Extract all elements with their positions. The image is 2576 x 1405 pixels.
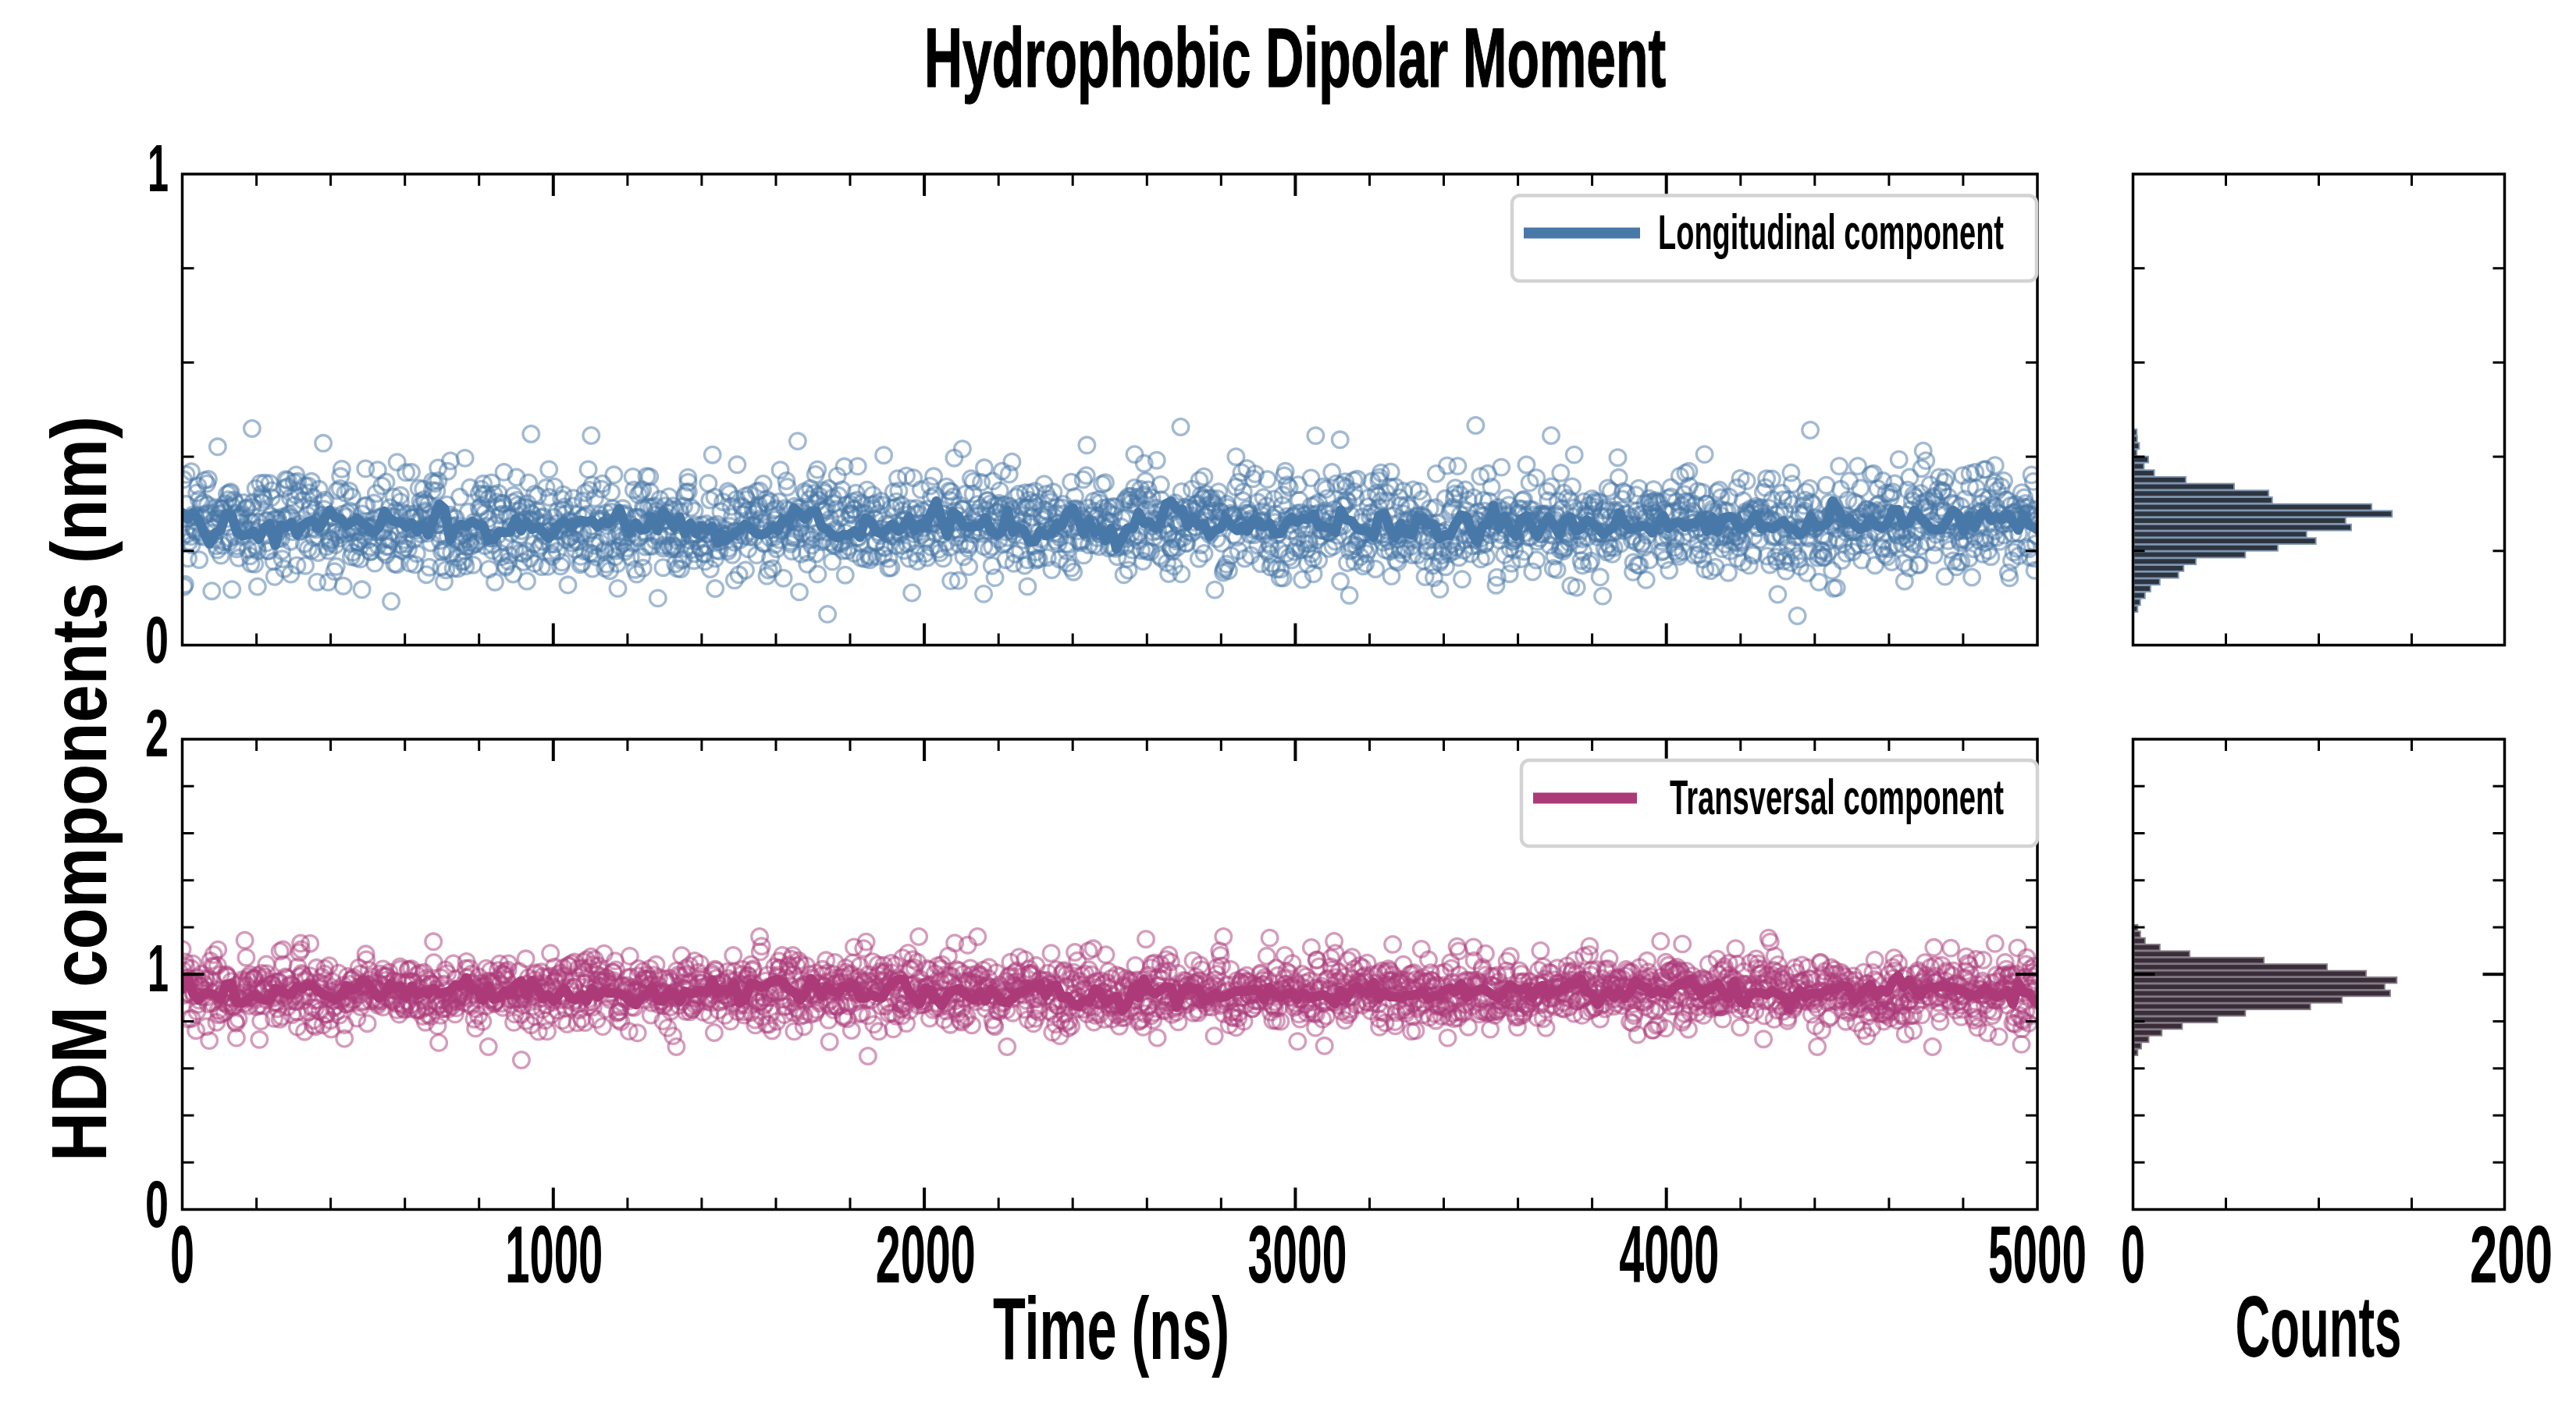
svg-text:0: 0 [145,1166,169,1241]
svg-text:1: 1 [148,930,169,1005]
svg-text:0: 0 [2121,1209,2145,1300]
svg-text:Counts: Counts [2236,1279,2402,1375]
svg-text:2: 2 [145,695,169,770]
svg-text:0: 0 [170,1209,194,1300]
svg-text:3000: 3000 [1248,1209,1347,1300]
svg-text:5000: 5000 [1988,1209,2087,1300]
svg-text:4000: 4000 [1619,1209,1719,1300]
svg-text:1000: 1000 [505,1209,603,1300]
svg-text:2000: 2000 [876,1209,976,1300]
svg-text:200: 200 [2470,1209,2553,1300]
svg-text:Time (ns): Time (ns) [993,1279,1229,1378]
svg-text:Transversal component: Transversal component [1670,770,2004,824]
svg-text:1: 1 [148,130,169,205]
svg-text:HDM components (nm): HDM components (nm) [35,416,123,1161]
svg-text:0: 0 [145,602,169,677]
svg-text:Hydrophobic Dipolar Moment: Hydrophobic Dipolar Moment [924,11,1666,105]
svg-text:Longitudinal component: Longitudinal component [1658,205,2004,259]
